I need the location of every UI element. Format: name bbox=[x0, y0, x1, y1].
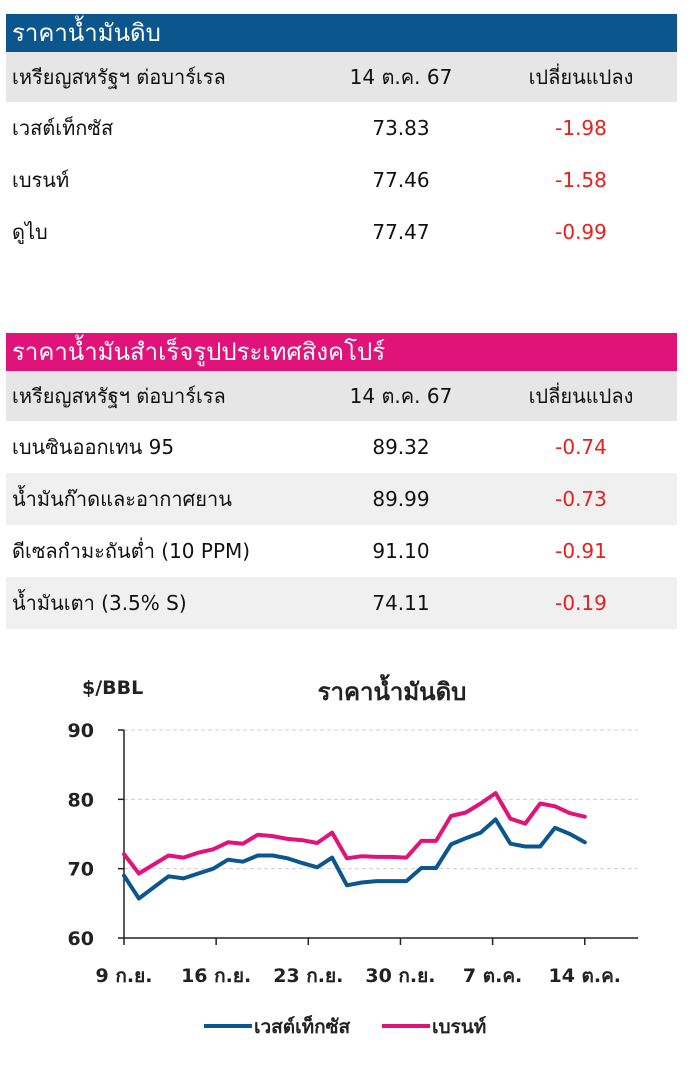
table-row: ดูไบ 77.47 -0.99 bbox=[6, 206, 677, 258]
series-lines bbox=[122, 791, 587, 901]
crude-oil-table: ราคาน้ำมันดิบ เหรียญสหรัฐฯ ต่อบาร์เรล 14… bbox=[6, 14, 677, 258]
oil-price: 77.46 bbox=[372, 168, 430, 192]
gridlines bbox=[124, 729, 638, 870]
header-date: 14 ต.ค. 67 bbox=[349, 384, 453, 408]
oil-name: เบรนท์ bbox=[12, 168, 70, 192]
chart-axes bbox=[118, 729, 638, 945]
oil-price: 74.11 bbox=[372, 591, 430, 615]
header-unit: เหรียญสหรัฐฯ ต่อบาร์เรล bbox=[12, 65, 226, 89]
y-tick-label: 70 bbox=[68, 859, 94, 881]
oil-change: -0.99 bbox=[555, 220, 607, 244]
oil-change: -0.73 bbox=[555, 487, 607, 511]
header-change: เปลี่ยนแปลง bbox=[528, 384, 634, 408]
y-tick-label: 90 bbox=[68, 720, 94, 742]
table-row: ดีเซลกำมะถันต่ำ (10 PPM) 91.10 -0.91 bbox=[6, 525, 677, 577]
oil-change: -0.19 bbox=[555, 591, 607, 615]
crude-oil-table-header: เหรียญสหรัฐฯ ต่อบาร์เรล 14 ต.ค. 67 เปลี่… bbox=[6, 52, 677, 102]
oil-change: -0.74 bbox=[555, 435, 607, 459]
y-tick-labels: 60 70 80 90 bbox=[68, 720, 94, 950]
oil-price: 89.32 bbox=[372, 435, 430, 459]
oil-name: เบนซินออกเทน 95 bbox=[12, 435, 175, 459]
crude-oil-table-title: ราคาน้ำมันดิบ bbox=[6, 14, 677, 52]
oil-price: 77.47 bbox=[372, 220, 430, 244]
oil-name: น้ำมันเตา (3.5% S) bbox=[12, 591, 187, 615]
oil-change: -0.91 bbox=[555, 539, 607, 563]
x-tick-label: 9 ก.ย. bbox=[96, 965, 153, 987]
refined-oil-table-header: เหรียญสหรัฐฯ ต่อบาร์เรล 14 ต.ค. 67 เปลี่… bbox=[6, 371, 677, 421]
chart-title: ราคาน้ำมันดิบ bbox=[318, 673, 467, 706]
x-tick-label: 23 ก.ย. bbox=[273, 965, 343, 987]
table-row: เบรนท์ 77.46 -1.58 bbox=[6, 154, 677, 206]
x-tick-label: 30 ก.ย. bbox=[365, 965, 435, 987]
oil-name: ดูไบ bbox=[12, 220, 48, 244]
legend-label: เบรนท์ bbox=[432, 1016, 486, 1038]
header-date: 14 ต.ค. 67 bbox=[349, 65, 453, 89]
oil-price: 89.99 bbox=[372, 487, 430, 511]
oil-name: น้ำมันก๊าดและอากาศยาน bbox=[12, 487, 232, 511]
table-row: เวสต์เท็กซัส 73.83 -1.98 bbox=[6, 102, 677, 154]
header-change: เปลี่ยนแปลง bbox=[528, 65, 634, 89]
oil-price: 91.10 bbox=[372, 539, 430, 563]
refined-oil-table-title: ราคาน้ำมันสำเร็จรูปประเทศสิงคโปร์ bbox=[6, 333, 677, 371]
table-row: น้ำมันก๊าดและอากาศยาน 89.99 -0.73 bbox=[6, 473, 677, 525]
refined-oil-table: ราคาน้ำมันสำเร็จรูปประเทศสิงคโปร์ เหรียญ… bbox=[6, 333, 677, 629]
oil-change: -1.58 bbox=[555, 168, 607, 192]
y-tick-label: 60 bbox=[68, 928, 94, 950]
series-line bbox=[122, 817, 587, 901]
oil-name: ดีเซลกำมะถันต่ำ (10 PPM) bbox=[12, 539, 251, 563]
oil-change: -1.98 bbox=[555, 116, 607, 140]
crude-oil-price-chart: $/BBL ราคาน้ำมันดิบ 60 70 80 90 9 ก.ย. 16 ก.… bbox=[68, 673, 638, 1038]
y-unit-label: $/BBL bbox=[82, 677, 143, 699]
x-tick-label: 7 ต.ค. bbox=[463, 965, 522, 987]
y-tick-label: 80 bbox=[68, 789, 94, 811]
table-row: น้ำมันเตา (3.5% S) 74.11 -0.19 bbox=[6, 577, 677, 629]
chart-legend: เวสต์เท็กซัส เบรนท์ bbox=[204, 1014, 486, 1038]
header-unit: เหรียญสหรัฐฯ ต่อบาร์เรล bbox=[12, 384, 226, 408]
oil-name: เวสต์เท็กซัส bbox=[12, 116, 114, 140]
x-tick-label: 16 ก.ย. bbox=[181, 965, 251, 987]
x-tick-labels: 9 ก.ย. 16 ก.ย. 23 ก.ย. 30 ก.ย. 7 ต.ค. 14 ต.ค. bbox=[96, 965, 621, 987]
oil-price: 73.83 bbox=[372, 116, 430, 140]
x-tick-label: 14 ต.ค. bbox=[548, 965, 621, 987]
table-row: เบนซินออกเทน 95 89.32 -0.74 bbox=[6, 421, 677, 473]
legend-label: เวสต์เท็กซัส bbox=[254, 1014, 351, 1038]
series-line bbox=[122, 791, 587, 876]
